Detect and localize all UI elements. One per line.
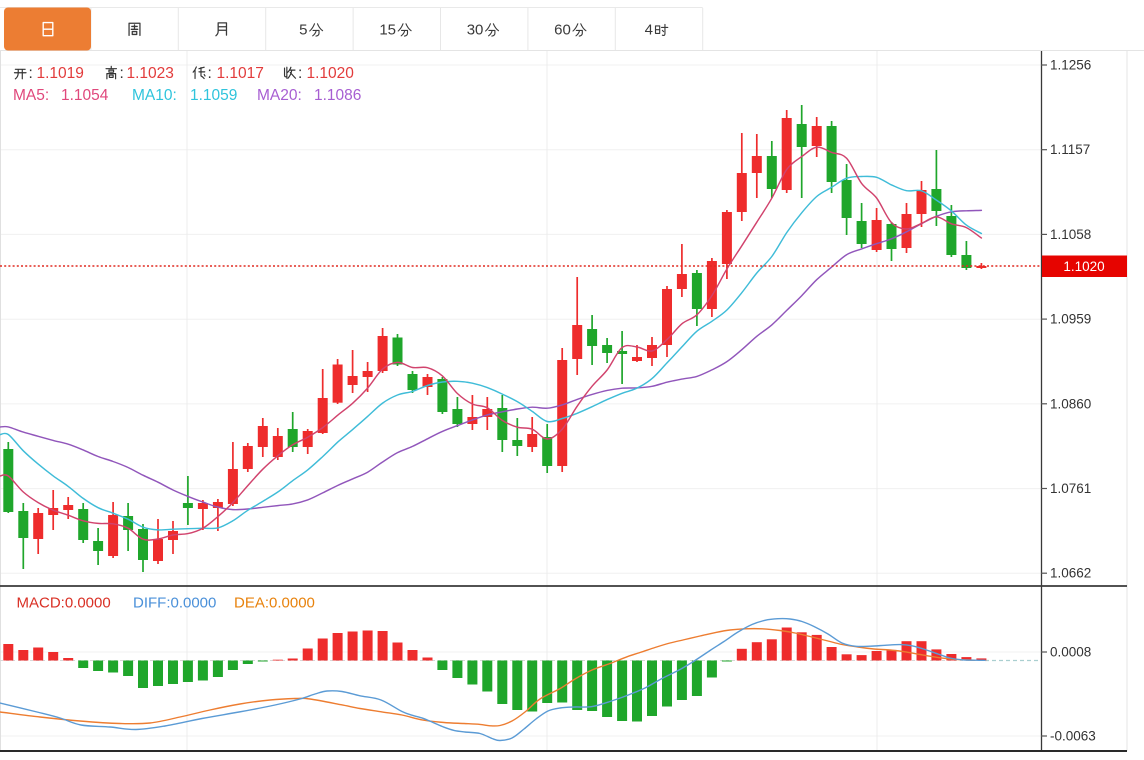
svg-text:1.1086: 1.1086 [314, 87, 361, 104]
svg-text:15: 15 [379, 22, 396, 39]
svg-text:1.1017: 1.1017 [217, 65, 264, 82]
svg-text:-0.0063: -0.0063 [1050, 729, 1096, 744]
svg-text:5: 5 [299, 22, 307, 39]
svg-text:1.1059: 1.1059 [190, 87, 237, 104]
svg-text:1.1020: 1.1020 [1063, 259, 1104, 274]
svg-text::: : [298, 65, 302, 82]
svg-text:DEA:0.0000: DEA:0.0000 [234, 595, 315, 612]
svg-text::: : [29, 65, 33, 82]
svg-text:1.0860: 1.0860 [1050, 396, 1091, 411]
svg-text:30: 30 [467, 22, 484, 39]
svg-text::: : [120, 65, 124, 82]
svg-text:1.0959: 1.0959 [1050, 312, 1091, 327]
svg-text:1.1256: 1.1256 [1050, 58, 1091, 73]
svg-text:60: 60 [554, 22, 571, 39]
svg-text:1.1019: 1.1019 [37, 65, 84, 82]
svg-text:MA5:: MA5: [13, 87, 49, 104]
svg-text:4: 4 [645, 22, 653, 39]
svg-text:MA20:: MA20: [257, 87, 302, 104]
svg-text::: : [208, 65, 212, 82]
svg-text:0.0008: 0.0008 [1050, 645, 1091, 660]
svg-text:1.1058: 1.1058 [1050, 227, 1091, 242]
svg-text:1.0662: 1.0662 [1050, 566, 1091, 581]
svg-text:1.1023: 1.1023 [127, 65, 174, 82]
svg-text:MACD:0.0000: MACD:0.0000 [17, 595, 111, 612]
svg-text:1.1054: 1.1054 [61, 87, 109, 104]
svg-text:DIFF:0.0000: DIFF:0.0000 [133, 595, 216, 612]
svg-text:1.1020: 1.1020 [307, 65, 355, 82]
svg-text:MA10:: MA10: [132, 87, 177, 104]
svg-text:1.0761: 1.0761 [1050, 481, 1091, 496]
svg-text:1.1157: 1.1157 [1050, 142, 1090, 157]
